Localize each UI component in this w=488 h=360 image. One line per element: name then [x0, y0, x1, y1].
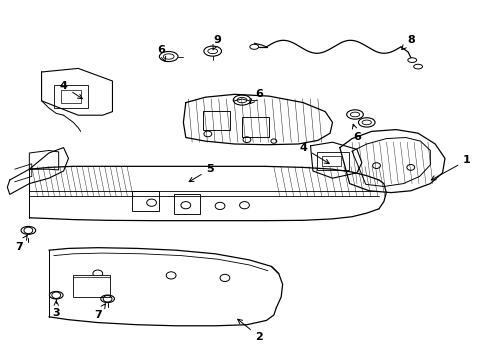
- Bar: [132, 191, 159, 211]
- Bar: [73, 275, 110, 297]
- Bar: [316, 152, 348, 170]
- Bar: [242, 117, 268, 137]
- Text: 7: 7: [94, 304, 105, 320]
- Bar: [321, 156, 341, 166]
- Text: 2: 2: [237, 319, 263, 342]
- Text: 8: 8: [401, 35, 414, 50]
- Bar: [54, 85, 88, 108]
- Text: 5: 5: [189, 164, 214, 182]
- Text: 6: 6: [249, 89, 263, 104]
- Bar: [203, 111, 229, 130]
- Bar: [61, 90, 81, 103]
- Text: 6: 6: [157, 45, 165, 61]
- Text: 7: 7: [16, 235, 27, 252]
- Text: 3: 3: [52, 301, 60, 318]
- Text: 4: 4: [60, 81, 82, 99]
- Text: 4: 4: [299, 143, 328, 163]
- Text: 6: 6: [352, 124, 360, 142]
- Text: 9: 9: [212, 35, 221, 50]
- Bar: [173, 194, 200, 214]
- Text: 1: 1: [430, 155, 470, 180]
